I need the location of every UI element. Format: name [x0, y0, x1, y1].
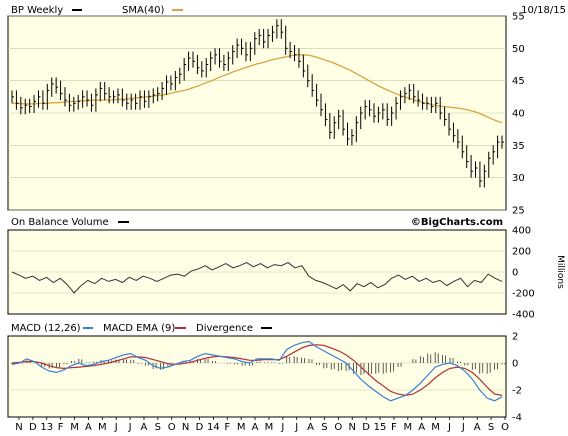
x-tick-label: A [252, 422, 259, 433]
x-tick-label: F [224, 422, 230, 433]
obv-grid [8, 250, 506, 294]
price-bars [11, 19, 504, 188]
x-tick-label: F [391, 422, 397, 433]
x-tick-label: A [474, 422, 481, 433]
obv-title: On Balance Volume [11, 217, 109, 228]
x-tick-label: A [418, 422, 425, 433]
sma-legend-label: SMA(40) [122, 5, 164, 16]
obv-line [11, 262, 503, 294]
price-tick-label: 55 [512, 12, 525, 23]
x-tick-label: M [431, 422, 440, 433]
x-tick-label: O [334, 422, 342, 433]
x-tick-label: A [307, 422, 314, 433]
x-tick-label: M [237, 422, 246, 433]
obv-tick-label: -200 [512, 289, 535, 300]
x-tick-label: F [58, 422, 64, 433]
chart-date: 10/18/15 [521, 5, 566, 16]
divergence-legend-label: Divergence [196, 323, 253, 334]
x-tick-label: M [403, 422, 412, 433]
x-axis: N D 13 F M A M J J A S O N D 14 F M A M J J A S O N D 15 F M A M J J A S O [15, 417, 509, 433]
price-panel: BP Weekly SMA(40) 10/18/15 25 30 35 40 45 50 5… [7, 2, 566, 217]
price-tick-label: 45 [512, 76, 525, 87]
x-tick-label: S [321, 422, 327, 433]
macd-title: MACD (12,26) [11, 323, 81, 334]
macd-ema-legend-label: MACD EMA (9) [103, 323, 175, 334]
x-tick-label: J [280, 422, 284, 433]
price-tick-label: 35 [512, 141, 525, 152]
x-tick-label: A [141, 422, 148, 433]
macd-y-axis: 2 0 -2 -4 [512, 332, 522, 424]
obv-tick-label: 200 [512, 247, 531, 258]
obv-tick-label: -400 [512, 310, 535, 321]
x-tick-label: O [168, 422, 176, 433]
macd-tick-label: -4 [512, 413, 522, 424]
bigcharts-credit: ©BigCharts.com [411, 217, 503, 228]
price-tick-label: 50 [512, 44, 525, 55]
obv-y-label: Millions [555, 255, 565, 289]
x-tick-label: D [362, 422, 370, 433]
x-tick-label: D [29, 422, 37, 433]
x-tick-label: 14 [207, 422, 220, 433]
price-tick-label: 30 [512, 173, 525, 184]
x-tick-label: M [265, 422, 274, 433]
obv-tick-label: 400 [512, 226, 531, 237]
macd-panel: MACD (12,26) MACD EMA (9) Divergence 2 0 -… [7, 323, 522, 424]
price-tick-label: 25 [512, 206, 525, 217]
price-header-bg [8, 2, 506, 16]
x-tick-label: J [447, 422, 451, 433]
x-tick-label: S [488, 422, 494, 433]
macd-tick-label: -2 [512, 386, 522, 397]
x-tick-label: 13 [40, 422, 53, 433]
x-tick-label: N [182, 422, 189, 433]
x-tick-label: 15 [374, 422, 387, 433]
x-tick-label: D [196, 422, 204, 433]
macd-line [11, 340, 503, 402]
x-tick-label: N [15, 422, 22, 433]
x-tick-label: M [98, 422, 107, 433]
macd-plot-area [7, 335, 507, 418]
macd-tick-label: 0 [512, 359, 518, 370]
x-tick-label: J [114, 422, 118, 433]
macd-tick-label: 2 [512, 332, 518, 343]
divergence-histogram [11, 352, 506, 376]
macd-ema-line [11, 344, 503, 397]
x-tick-label: N [349, 422, 356, 433]
price-tick-label: 40 [512, 109, 525, 120]
x-tick-label: M [70, 422, 79, 433]
price-y-axis: 25 30 35 40 45 50 55 [512, 12, 525, 217]
x-tick-label: O [501, 422, 509, 433]
price-grid [8, 15, 506, 211]
x-tick-label: J [294, 422, 298, 433]
obv-tick-label: 0 [512, 268, 518, 279]
obv-panel: On Balance Volume ©BigCharts.com 400 200 0… [7, 217, 565, 321]
sma-40-line [12, 54, 503, 124]
obv-y-axis: 400 200 0 -200 -400 [512, 226, 535, 321]
x-tick-label: S [155, 422, 161, 433]
x-tick-label: J [461, 422, 465, 433]
x-tick-label: J [128, 422, 132, 433]
x-tick-label: A [85, 422, 92, 433]
price-title: BP Weekly [11, 5, 63, 16]
